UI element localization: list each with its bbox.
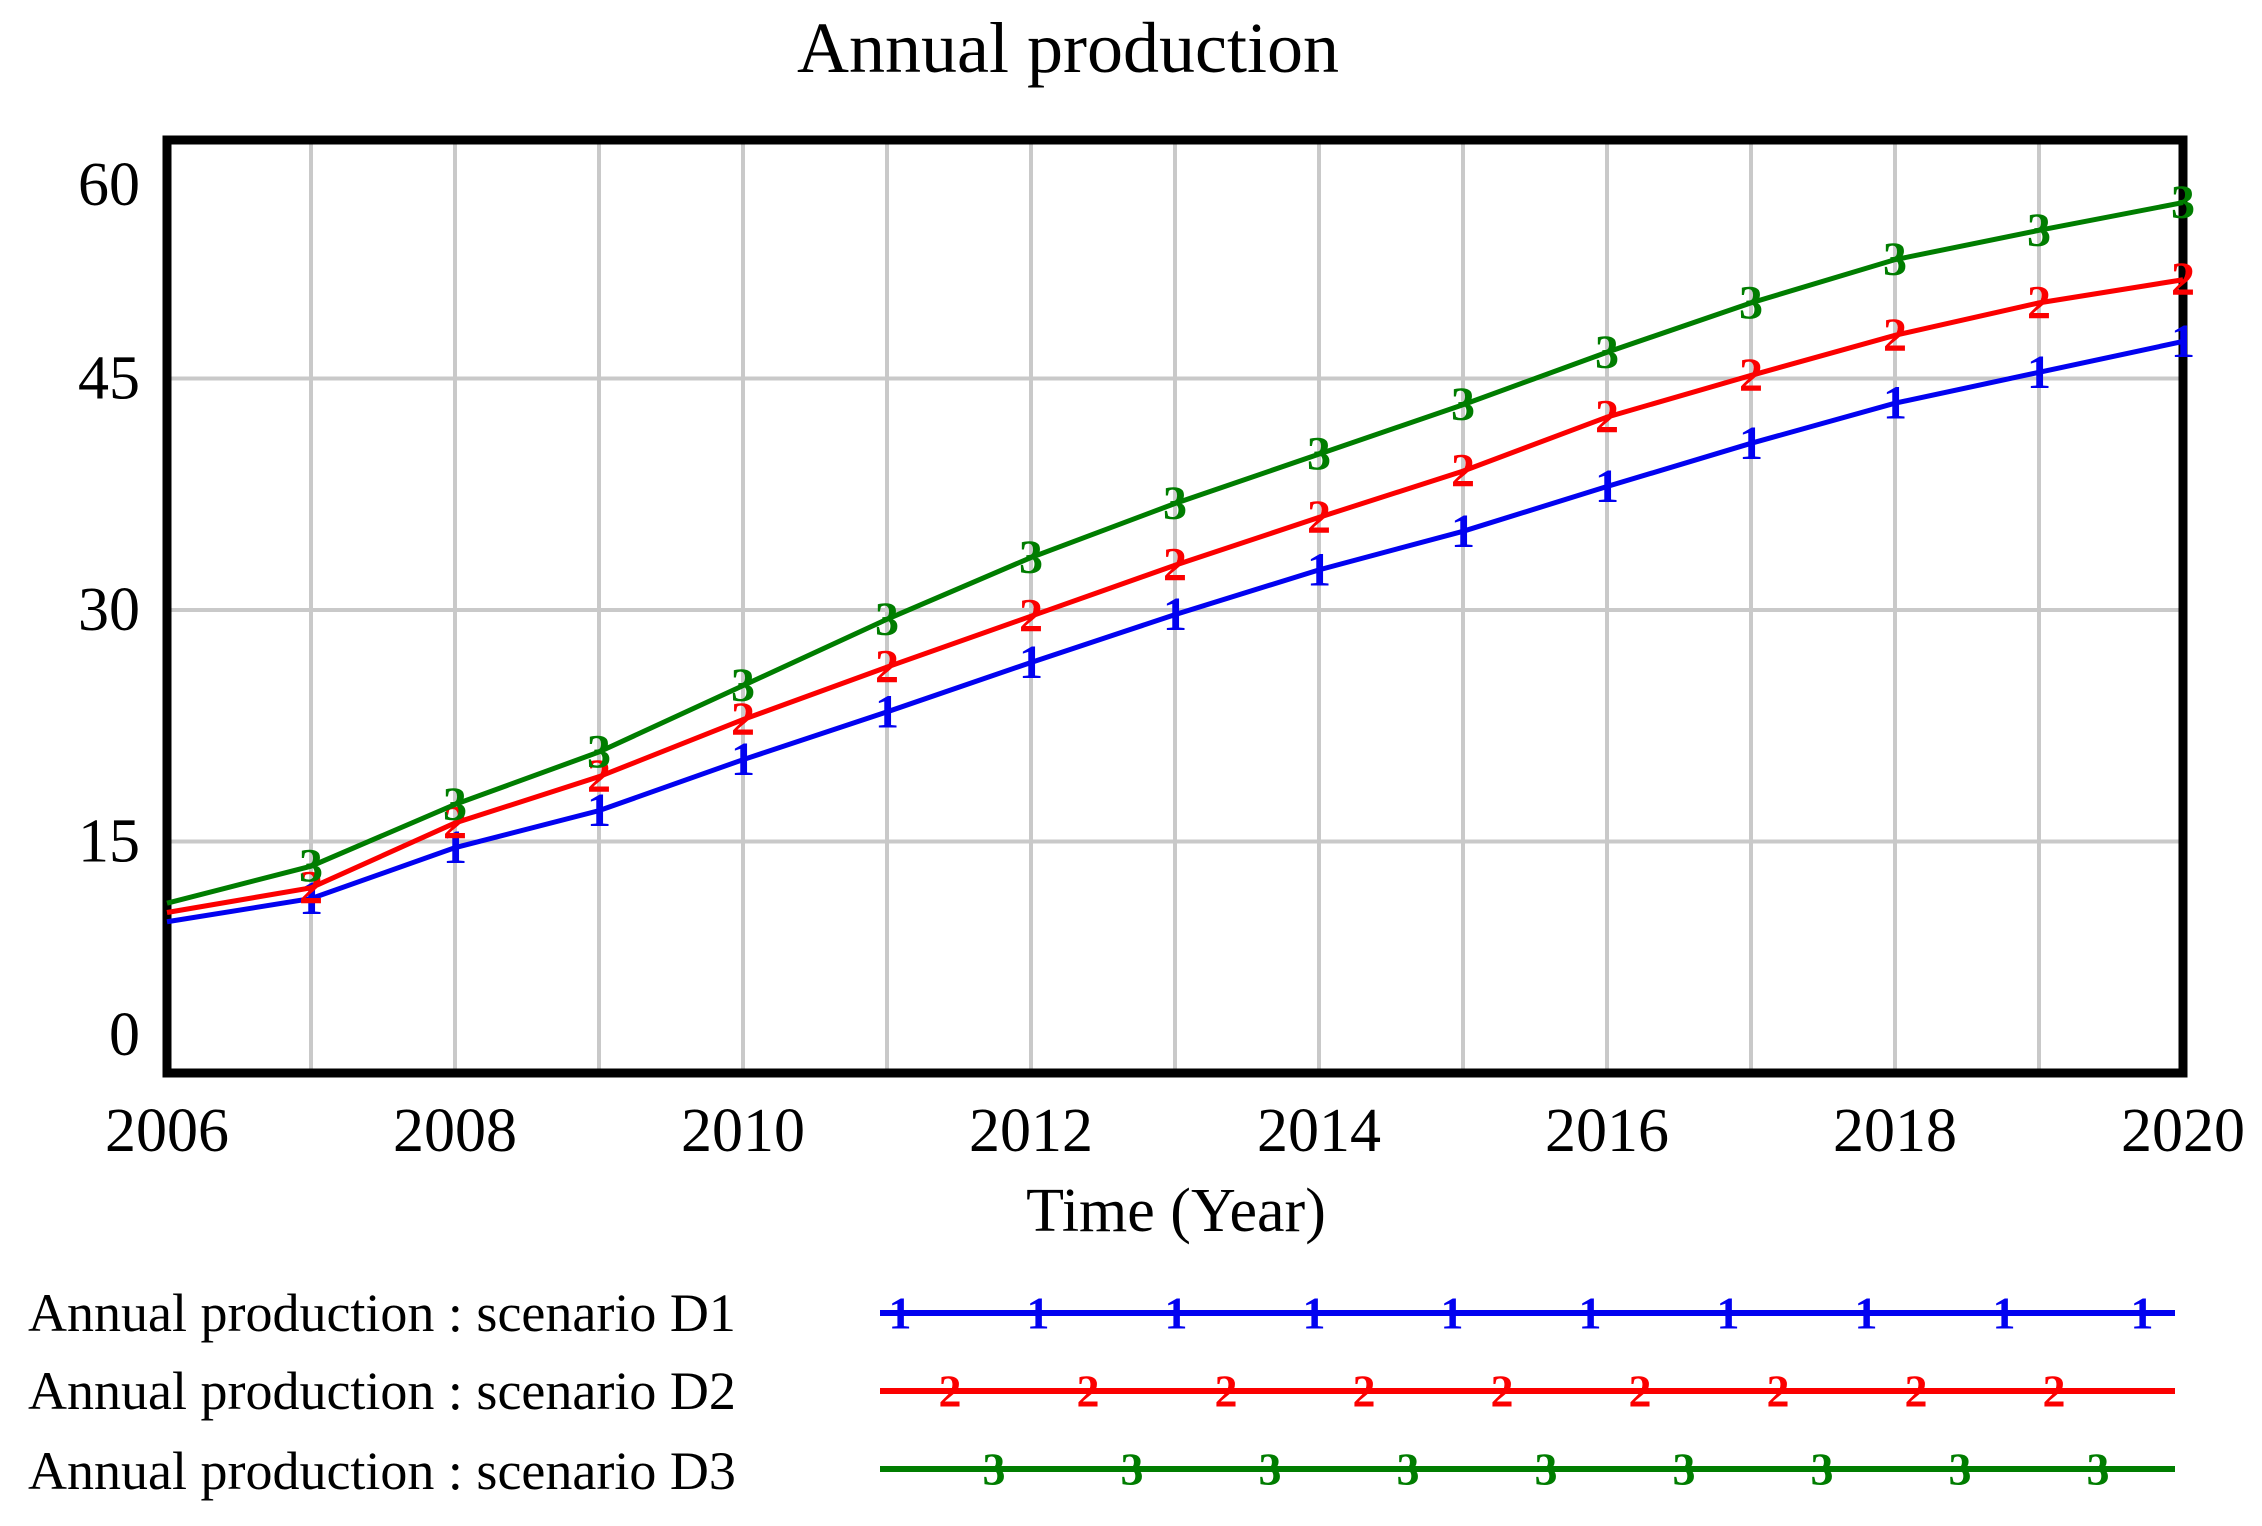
legend-marker-digit-d1: 1 (1717, 1288, 1740, 1339)
legend-marker-digit-d3: 3 (1535, 1444, 1558, 1495)
series-marker-digit-d2: 2 (1163, 539, 1187, 592)
legend-marker-digit-d1: 1 (1579, 1288, 1602, 1339)
legend-marker-digit-d1: 1 (889, 1288, 912, 1339)
y-tick-label: 60 (78, 151, 140, 219)
x-tick-label: 2018 (1833, 1097, 1957, 1165)
series-marker-digit-d1: 1 (2171, 315, 2195, 368)
x-tick-label: 2006 (105, 1097, 229, 1165)
series-marker-digit-d1: 1 (2027, 346, 2051, 399)
x-axis-title: Time (Year) (1026, 1177, 1326, 1245)
legend-marker-digit-d3: 3 (1811, 1444, 1834, 1495)
series-marker-digit-d3: 3 (2171, 176, 2195, 229)
series-marker-digit-d1: 1 (1883, 377, 1907, 430)
series-marker-digit-d3: 3 (443, 778, 467, 831)
x-tick-label: 2008 (393, 1097, 517, 1165)
series-marker-digit-d3: 3 (2027, 204, 2051, 257)
legend-marker-digit-d1: 1 (2131, 1288, 2154, 1339)
legend-marker-digit-d2: 2 (1215, 1366, 1238, 1417)
legend-marker-digit-d2: 2 (1353, 1366, 1376, 1417)
series-marker-digit-d2: 2 (587, 750, 611, 803)
series-marker-digit-d1: 1 (875, 685, 899, 738)
series-marker-digit-d1: 1 (443, 821, 467, 874)
series-marker-digit-d2: 2 (1739, 349, 1763, 402)
chart-title: Annual production (797, 8, 1339, 88)
legend-label-scenario-d1: Annual production : scenario D1 (28, 1283, 736, 1343)
x-tick-label: 2010 (681, 1097, 805, 1165)
y-tick-label: 45 (78, 345, 140, 413)
legend-marker-digit-d3: 3 (983, 1444, 1006, 1495)
legend-label-scenario-d3: Annual production : scenario D3 (28, 1441, 736, 1501)
series-marker-digit-d2: 2 (1307, 491, 1331, 544)
series-marker-digit-d3: 3 (1451, 378, 1475, 431)
legend-marker-digit-d2: 2 (1767, 1366, 1790, 1417)
series-marker-digit-d2: 2 (1595, 391, 1619, 444)
x-tick-label: 2014 (1257, 1097, 1381, 1165)
y-tick-label: 0 (109, 1001, 140, 1069)
series-marker-digit-d3: 3 (731, 659, 755, 712)
series-marker-digit-d2: 2 (731, 693, 755, 746)
legend-marker-digit-d1: 1 (1993, 1288, 2016, 1339)
legend-marker-digit-d3: 3 (2087, 1444, 2110, 1495)
series-marker-digit-d3: 3 (875, 593, 899, 646)
series-marker-digit-d1: 1 (587, 784, 611, 837)
legend-marker-digit-d2: 2 (1491, 1366, 1514, 1417)
plot-frame (162, 135, 2188, 1078)
series-line-d2 (166, 277, 2184, 915)
series-marker-digit-d3: 3 (1019, 531, 1043, 584)
x-tick-label: 2012 (969, 1097, 1093, 1165)
legend-marker-digit-d3: 3 (1397, 1444, 1420, 1495)
legend-label-scenario-d2: Annual production : scenario D2 (28, 1361, 736, 1421)
y-tick-label: 30 (78, 576, 140, 644)
legend-marker-digit-d2: 2 (1629, 1366, 1652, 1417)
legend-marker-digit-d1: 1 (1165, 1288, 1188, 1339)
series-marker-digit-d1: 1 (1739, 417, 1763, 470)
legend-marker-digit-d1: 1 (1855, 1288, 1878, 1339)
y-tick-label: 15 (78, 808, 140, 876)
legend-marker-digit-d3: 3 (1121, 1444, 1144, 1495)
series-marker-digit-d2: 2 (2171, 253, 2195, 306)
legend-marker-digit-d1: 1 (1303, 1288, 1326, 1339)
series-marker-digit-d3: 3 (587, 725, 611, 778)
series-marker-digit-d1: 1 (1307, 543, 1331, 596)
legend-marker-digit-d1: 1 (1027, 1288, 1050, 1339)
series-marker-digit-d2: 2 (1451, 445, 1475, 498)
series-marker-digit-d3: 3 (1307, 428, 1331, 481)
legend-marker-digit-d2: 2 (1077, 1366, 1100, 1417)
legend-marker-digit-d3: 3 (1259, 1444, 1282, 1495)
x-tick-label: 2020 (2121, 1097, 2245, 1165)
legend-marker-digit-d3: 3 (1949, 1444, 1972, 1495)
series-line-d3 (166, 200, 2184, 906)
legend-marker-digit-d1: 1 (1441, 1288, 1464, 1339)
series-marker-digit-d3: 3 (1163, 477, 1187, 530)
series-marker-digit-d3: 3 (1883, 233, 1907, 286)
series-marker-digit-d2: 2 (1019, 590, 1043, 643)
series-marker-digit-d2: 2 (875, 641, 899, 694)
series-line-d1 (166, 339, 2184, 925)
series-marker-digit-d2: 2 (2027, 276, 2051, 329)
series-marker-digit-d3: 3 (299, 840, 323, 893)
series-marker-digit-d3: 3 (1739, 276, 1763, 329)
series-marker-digit-d1: 1 (731, 733, 755, 786)
legend-marker-digit-d2: 2 (1905, 1366, 1928, 1417)
series-marker-digit-d1: 1 (299, 872, 323, 925)
legend-marker-digit-d2: 2 (939, 1366, 962, 1417)
x-tick-label: 2016 (1545, 1097, 1669, 1165)
legend-marker-digit-d2: 2 (2043, 1366, 2066, 1417)
series-marker-digit-d1: 1 (1595, 460, 1619, 513)
series-marker-digit-d1: 1 (1019, 636, 1043, 689)
series-marker-digit-d3: 3 (1595, 326, 1619, 379)
legend-marker-digit-d3: 3 (1673, 1444, 1696, 1495)
series-marker-digit-d2: 2 (1883, 309, 1907, 362)
series-marker-digit-d1: 1 (1451, 505, 1475, 558)
series-marker-digit-d1: 1 (1163, 588, 1187, 641)
